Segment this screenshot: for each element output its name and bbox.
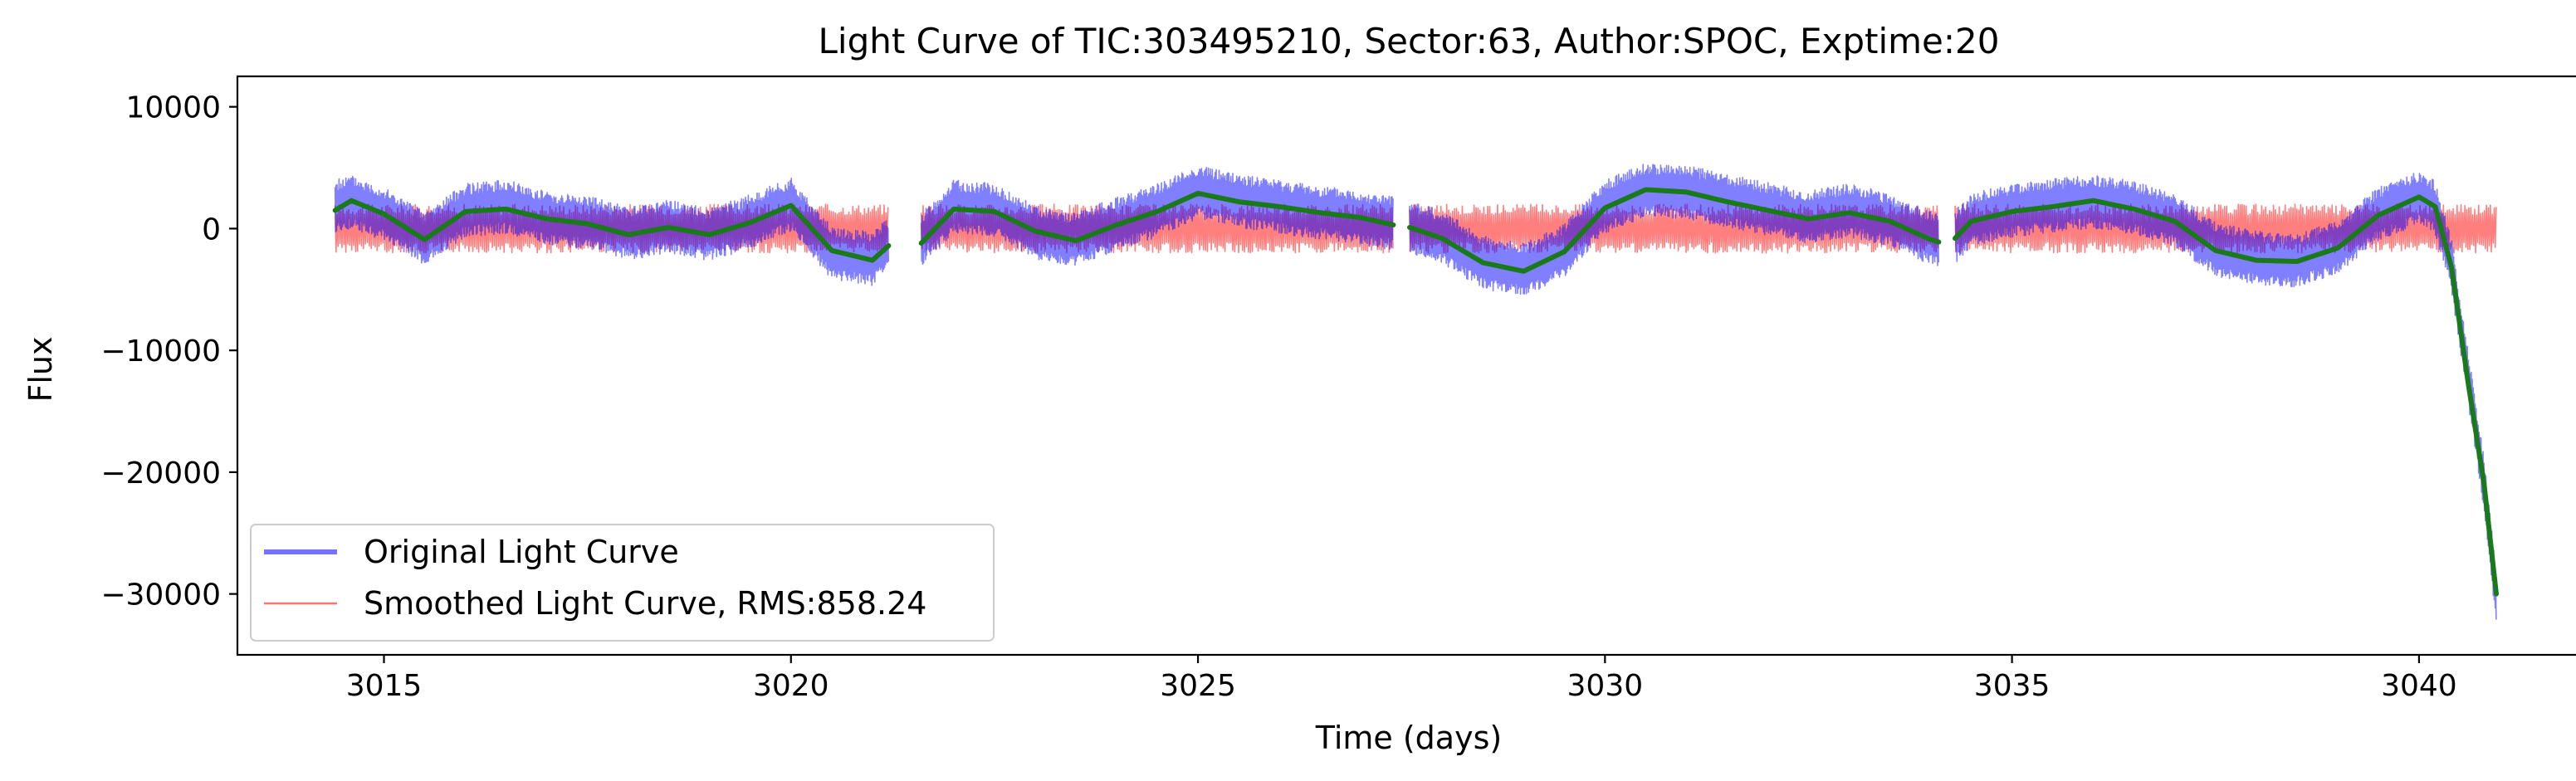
legend: Original Light Curve Smoothed Light Curv… xyxy=(250,524,995,642)
x-tick-label: 3040 xyxy=(2381,669,2457,703)
y-axis-label: Flux xyxy=(22,337,59,403)
chart-title: Light Curve of TIC:303495210, Sector:63,… xyxy=(819,21,2000,61)
x-tick-label: 3025 xyxy=(1160,669,1236,703)
y-tick-label: −20000 xyxy=(100,456,221,491)
plot-area xyxy=(332,164,2499,620)
y-tick-label: −10000 xyxy=(100,334,221,369)
plot-frame xyxy=(236,75,2576,657)
series-layer xyxy=(332,164,2499,620)
x-tick-label: 3030 xyxy=(1567,669,1644,703)
x-tick-label: 3020 xyxy=(753,669,829,703)
x-axis-label: Time (days) xyxy=(1315,720,1502,756)
x-axis: 3015 3020 3025 3030 3035 3040 xyxy=(346,655,2457,703)
y-tick-label: 0 xyxy=(202,212,221,247)
y-tick-label: 10000 xyxy=(125,91,221,125)
x-tick-label: 3035 xyxy=(1974,669,2051,703)
legend-label-original: Original Light Curve xyxy=(364,534,679,570)
legend-label-smoothed: Smoothed Light Curve, RMS:858.24 xyxy=(364,585,926,622)
y-axis: 10000 0 −10000 −20000 −30000 xyxy=(100,91,237,613)
x-tick-label: 3015 xyxy=(346,669,423,703)
y-tick-label: −30000 xyxy=(100,578,221,613)
series-trend-line xyxy=(332,187,2499,597)
legend-box xyxy=(250,524,995,642)
